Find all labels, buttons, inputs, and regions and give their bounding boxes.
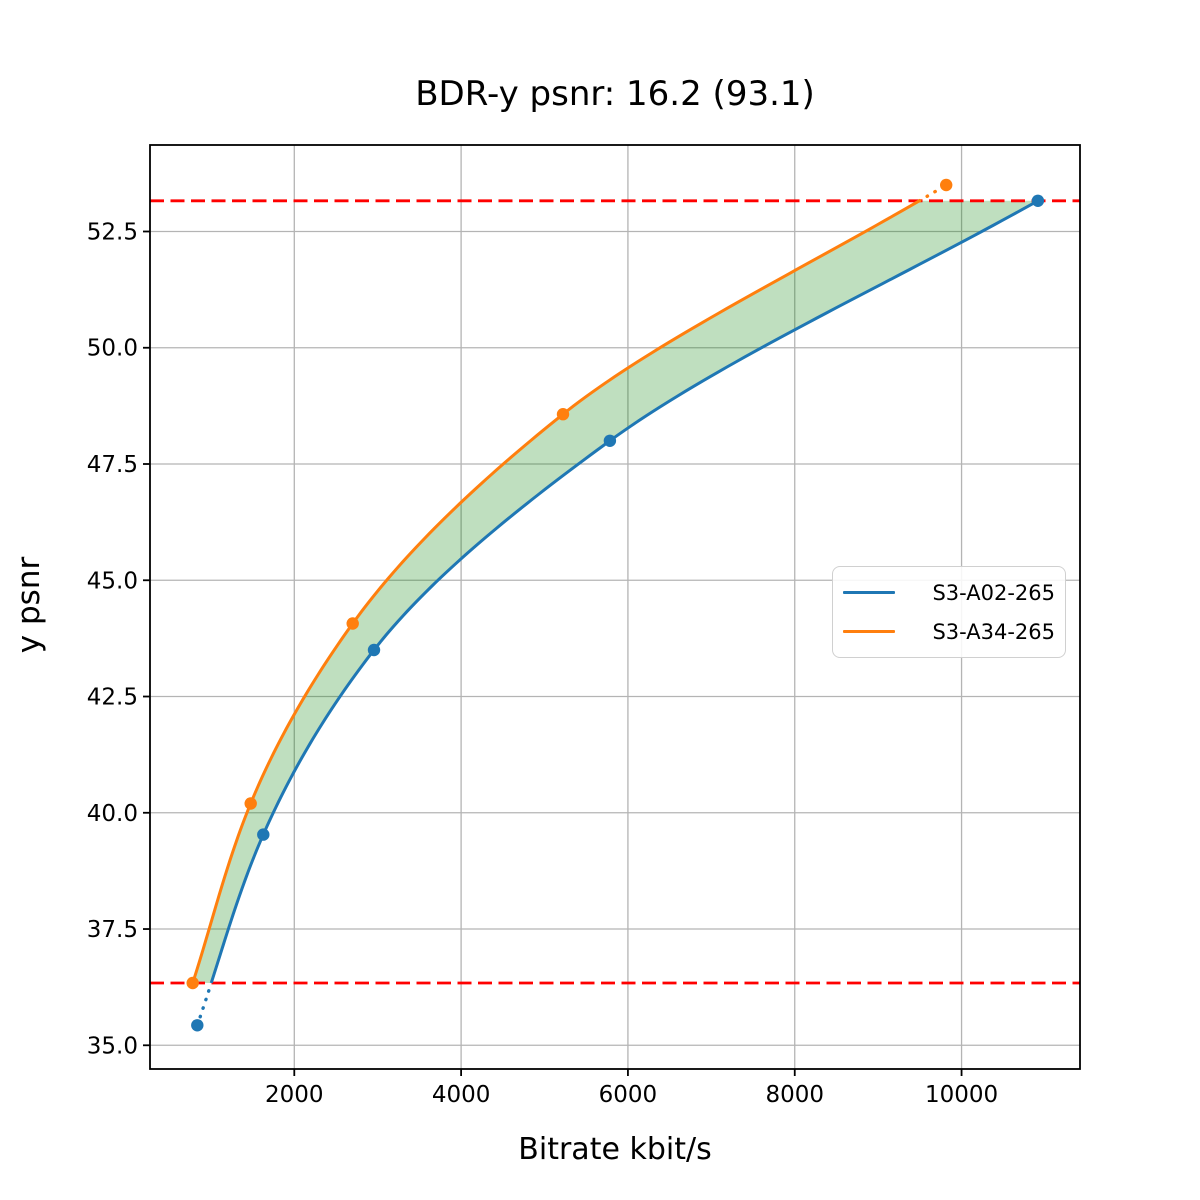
chart-title: BDR-y psnr: 16.2 (93.1) [415,74,815,114]
data-point-s3-a34-265 [244,797,257,810]
data-point-s3-a02-265 [191,1019,204,1032]
data-point-s3-a34-265 [556,408,570,421]
data-point-s3-a34-265 [940,178,953,192]
legend-item-s3-a34-265: S3-A34-265 [843,614,1055,650]
x-tick-label: 4000 [432,1082,491,1108]
x-tick-label: 8000 [765,1082,824,1108]
y-tick-label: 52.5 [87,219,138,245]
legend-label: S3-A34-265 [932,619,1055,644]
x-tick-label: 10000 [925,1082,998,1108]
data-point-s3-a02-265 [1031,194,1045,207]
data-point-s3-a02-265 [603,434,617,447]
y-tick-label: 50.0 [87,336,138,362]
series-line-dotted-s3-a02-265 [195,981,213,1027]
y-tick-label: 45.0 [87,568,138,594]
x-tick-label: 2000 [265,1082,324,1108]
data-point-s3-a34-265 [186,976,199,990]
y-axis-label: y psnr [11,556,47,654]
y-tick-label: 42.5 [87,685,138,711]
y-tick-label: 40.0 [87,801,138,827]
legend: S3-A02-265 S3-A34-265 [832,566,1066,658]
y-tick-label: 47.5 [87,452,138,478]
legend-item-s3-a02-265: S3-A02-265 [843,575,1055,611]
legend-line-sample-orange [843,629,895,634]
legend-line-sample-blue [843,590,895,595]
y-tick-label: 35.0 [87,1033,138,1059]
x-tick-label: 6000 [599,1082,658,1108]
y-tick-label: 37.5 [87,917,138,943]
series-line-s3-a02-265 [209,199,1039,984]
x-axis-label: Bitrate kbit/s [518,1132,712,1167]
data-point-s3-a34-265 [346,617,359,630]
plot-border [149,144,1081,1070]
data-point-s3-a02-265 [257,828,270,841]
series-line-s3-a34-265 [191,199,921,984]
data-point-s3-a02-265 [367,643,381,657]
legend-label: S3-A02-265 [932,580,1055,605]
